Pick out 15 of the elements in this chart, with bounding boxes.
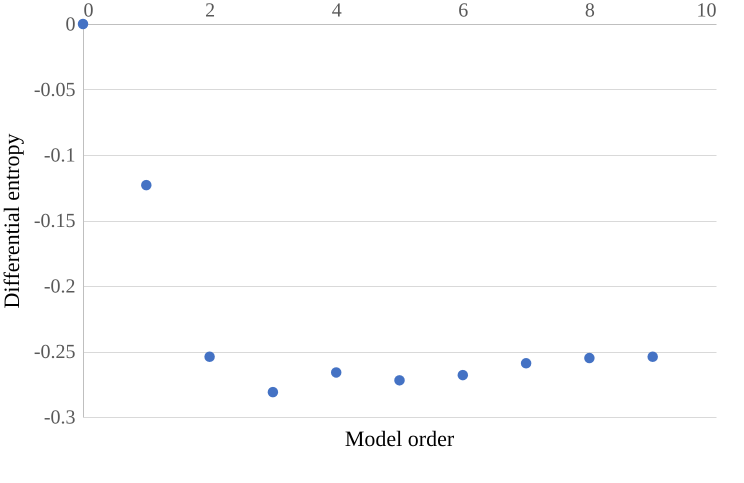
y-tick-label: -0.05 — [34, 79, 76, 101]
y-tick-label: -0.1 — [44, 144, 76, 166]
x-tick-label: 4 — [332, 0, 342, 22]
x-tick-label: 10 — [696, 0, 716, 22]
x-tick-label: 0 — [84, 0, 94, 22]
y-axis-title: Differential entropy — [0, 134, 24, 308]
x-tick-label: 2 — [205, 0, 216, 22]
x-axis-title: Model order — [344, 426, 455, 451]
x-tick-label: 8 — [584, 0, 595, 22]
y-tick-label: 0 — [66, 14, 76, 36]
y-tick-label: -0.15 — [34, 210, 76, 232]
y-tick-label: -0.3 — [44, 406, 76, 428]
x-tick-label: 6 — [458, 0, 468, 22]
y-tick-label: -0.2 — [44, 276, 76, 298]
y-tick-label: -0.25 — [34, 341, 76, 363]
